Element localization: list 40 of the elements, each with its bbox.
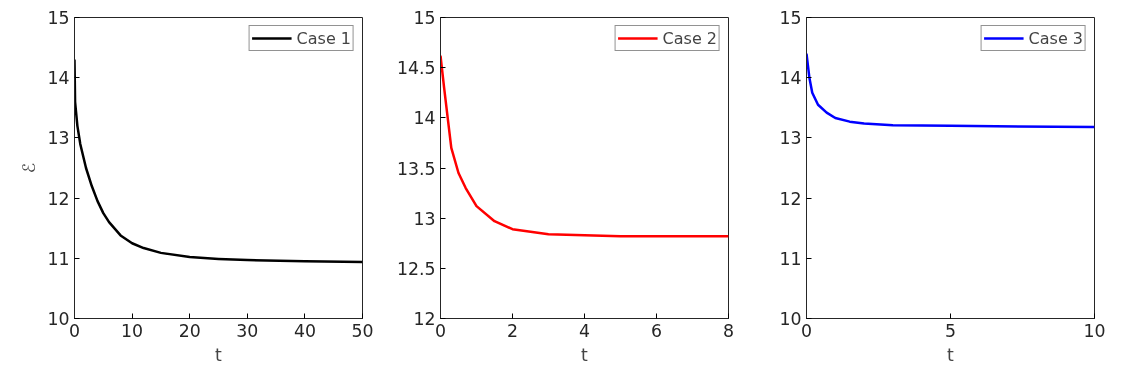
y-tick-label: 15	[47, 8, 70, 28]
x-tick-label: 0	[434, 320, 447, 341]
x-tick-label: 10	[1083, 320, 1106, 341]
y-tick-label: 14	[47, 68, 70, 89]
y-tick-label: 12	[47, 188, 70, 209]
x-tick-label: 5	[944, 320, 957, 341]
y-tick-label: 13	[413, 208, 436, 229]
x-tick-label: 20	[178, 320, 201, 341]
y-tick-label: 12	[779, 188, 802, 209]
y-tick-label: 15	[779, 8, 802, 28]
y-tick-label: 13	[47, 128, 70, 149]
x-tick-label: 0	[800, 320, 813, 341]
x-axis-title: t	[947, 344, 955, 365]
x-tick-label: 4	[578, 320, 591, 341]
x-axis-title: t	[581, 344, 589, 365]
legend-label: Case 1	[296, 28, 351, 48]
line-series	[806, 52, 1095, 129]
y-tick-label: 15	[413, 8, 436, 28]
x-tick-label: 0	[68, 320, 81, 341]
y-tick-label: 11	[47, 248, 70, 269]
x-tick-label: 40	[293, 320, 316, 341]
x-tick-label: 10	[121, 320, 144, 341]
x-tick-label: 2	[506, 320, 519, 341]
legend-label: Case 2	[662, 28, 717, 48]
y-tick-label: 14	[779, 68, 802, 89]
x-tick-label: 6	[650, 320, 663, 341]
y-tick-label: 12	[413, 309, 436, 329]
y-tick-label: 14	[413, 108, 436, 129]
y-tick-label: 11	[779, 248, 802, 269]
x-axis-title: t	[215, 344, 223, 365]
y-tick-label: 12.5	[396, 258, 436, 279]
legend-label: Case 3	[1028, 28, 1083, 48]
y-tick-label: 14.5	[396, 58, 436, 79]
line-series	[440, 54, 729, 238]
y-tick-label: 13	[779, 128, 802, 149]
x-tick-label: 30	[236, 320, 259, 341]
x-tick-label: 8	[722, 320, 735, 341]
y-axis-title: ℰ	[19, 162, 40, 174]
x-tick-label: 50	[351, 320, 374, 341]
y-tick-label: 13.5	[396, 158, 436, 179]
